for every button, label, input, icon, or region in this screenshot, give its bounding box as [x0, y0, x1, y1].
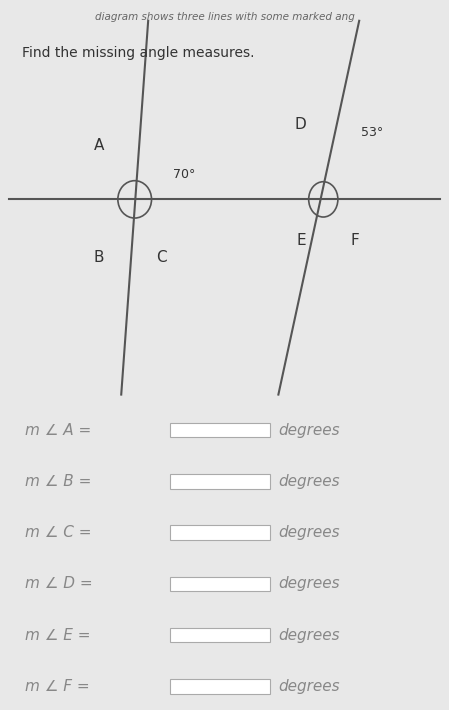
Text: A: A [93, 138, 104, 153]
Text: E: E [296, 234, 306, 248]
Text: degrees: degrees [278, 474, 340, 489]
FancyBboxPatch shape [170, 423, 270, 437]
Text: C: C [156, 250, 167, 265]
Text: m ∠ C =: m ∠ C = [25, 525, 91, 540]
Text: diagram shows three lines with some marked ang: diagram shows three lines with some mark… [95, 13, 354, 23]
Text: 70°: 70° [173, 168, 195, 181]
Text: m ∠ F =: m ∠ F = [25, 679, 89, 694]
FancyBboxPatch shape [170, 525, 270, 540]
Text: degrees: degrees [278, 679, 340, 694]
Text: degrees: degrees [278, 577, 340, 591]
Text: degrees: degrees [278, 422, 340, 437]
Text: m ∠ B =: m ∠ B = [25, 474, 91, 489]
Text: m ∠ A =: m ∠ A = [25, 422, 91, 437]
FancyBboxPatch shape [170, 679, 270, 694]
FancyBboxPatch shape [170, 474, 270, 488]
Text: B: B [93, 250, 104, 265]
Text: 53°: 53° [361, 126, 384, 139]
Text: m ∠ D =: m ∠ D = [25, 577, 92, 591]
Text: Find the missing angle measures.: Find the missing angle measures. [22, 45, 255, 60]
Text: degrees: degrees [278, 628, 340, 643]
FancyBboxPatch shape [170, 577, 270, 591]
Text: F: F [350, 234, 359, 248]
Text: D: D [295, 117, 307, 132]
Text: degrees: degrees [278, 525, 340, 540]
FancyBboxPatch shape [170, 628, 270, 643]
Text: m ∠ E =: m ∠ E = [25, 628, 90, 643]
